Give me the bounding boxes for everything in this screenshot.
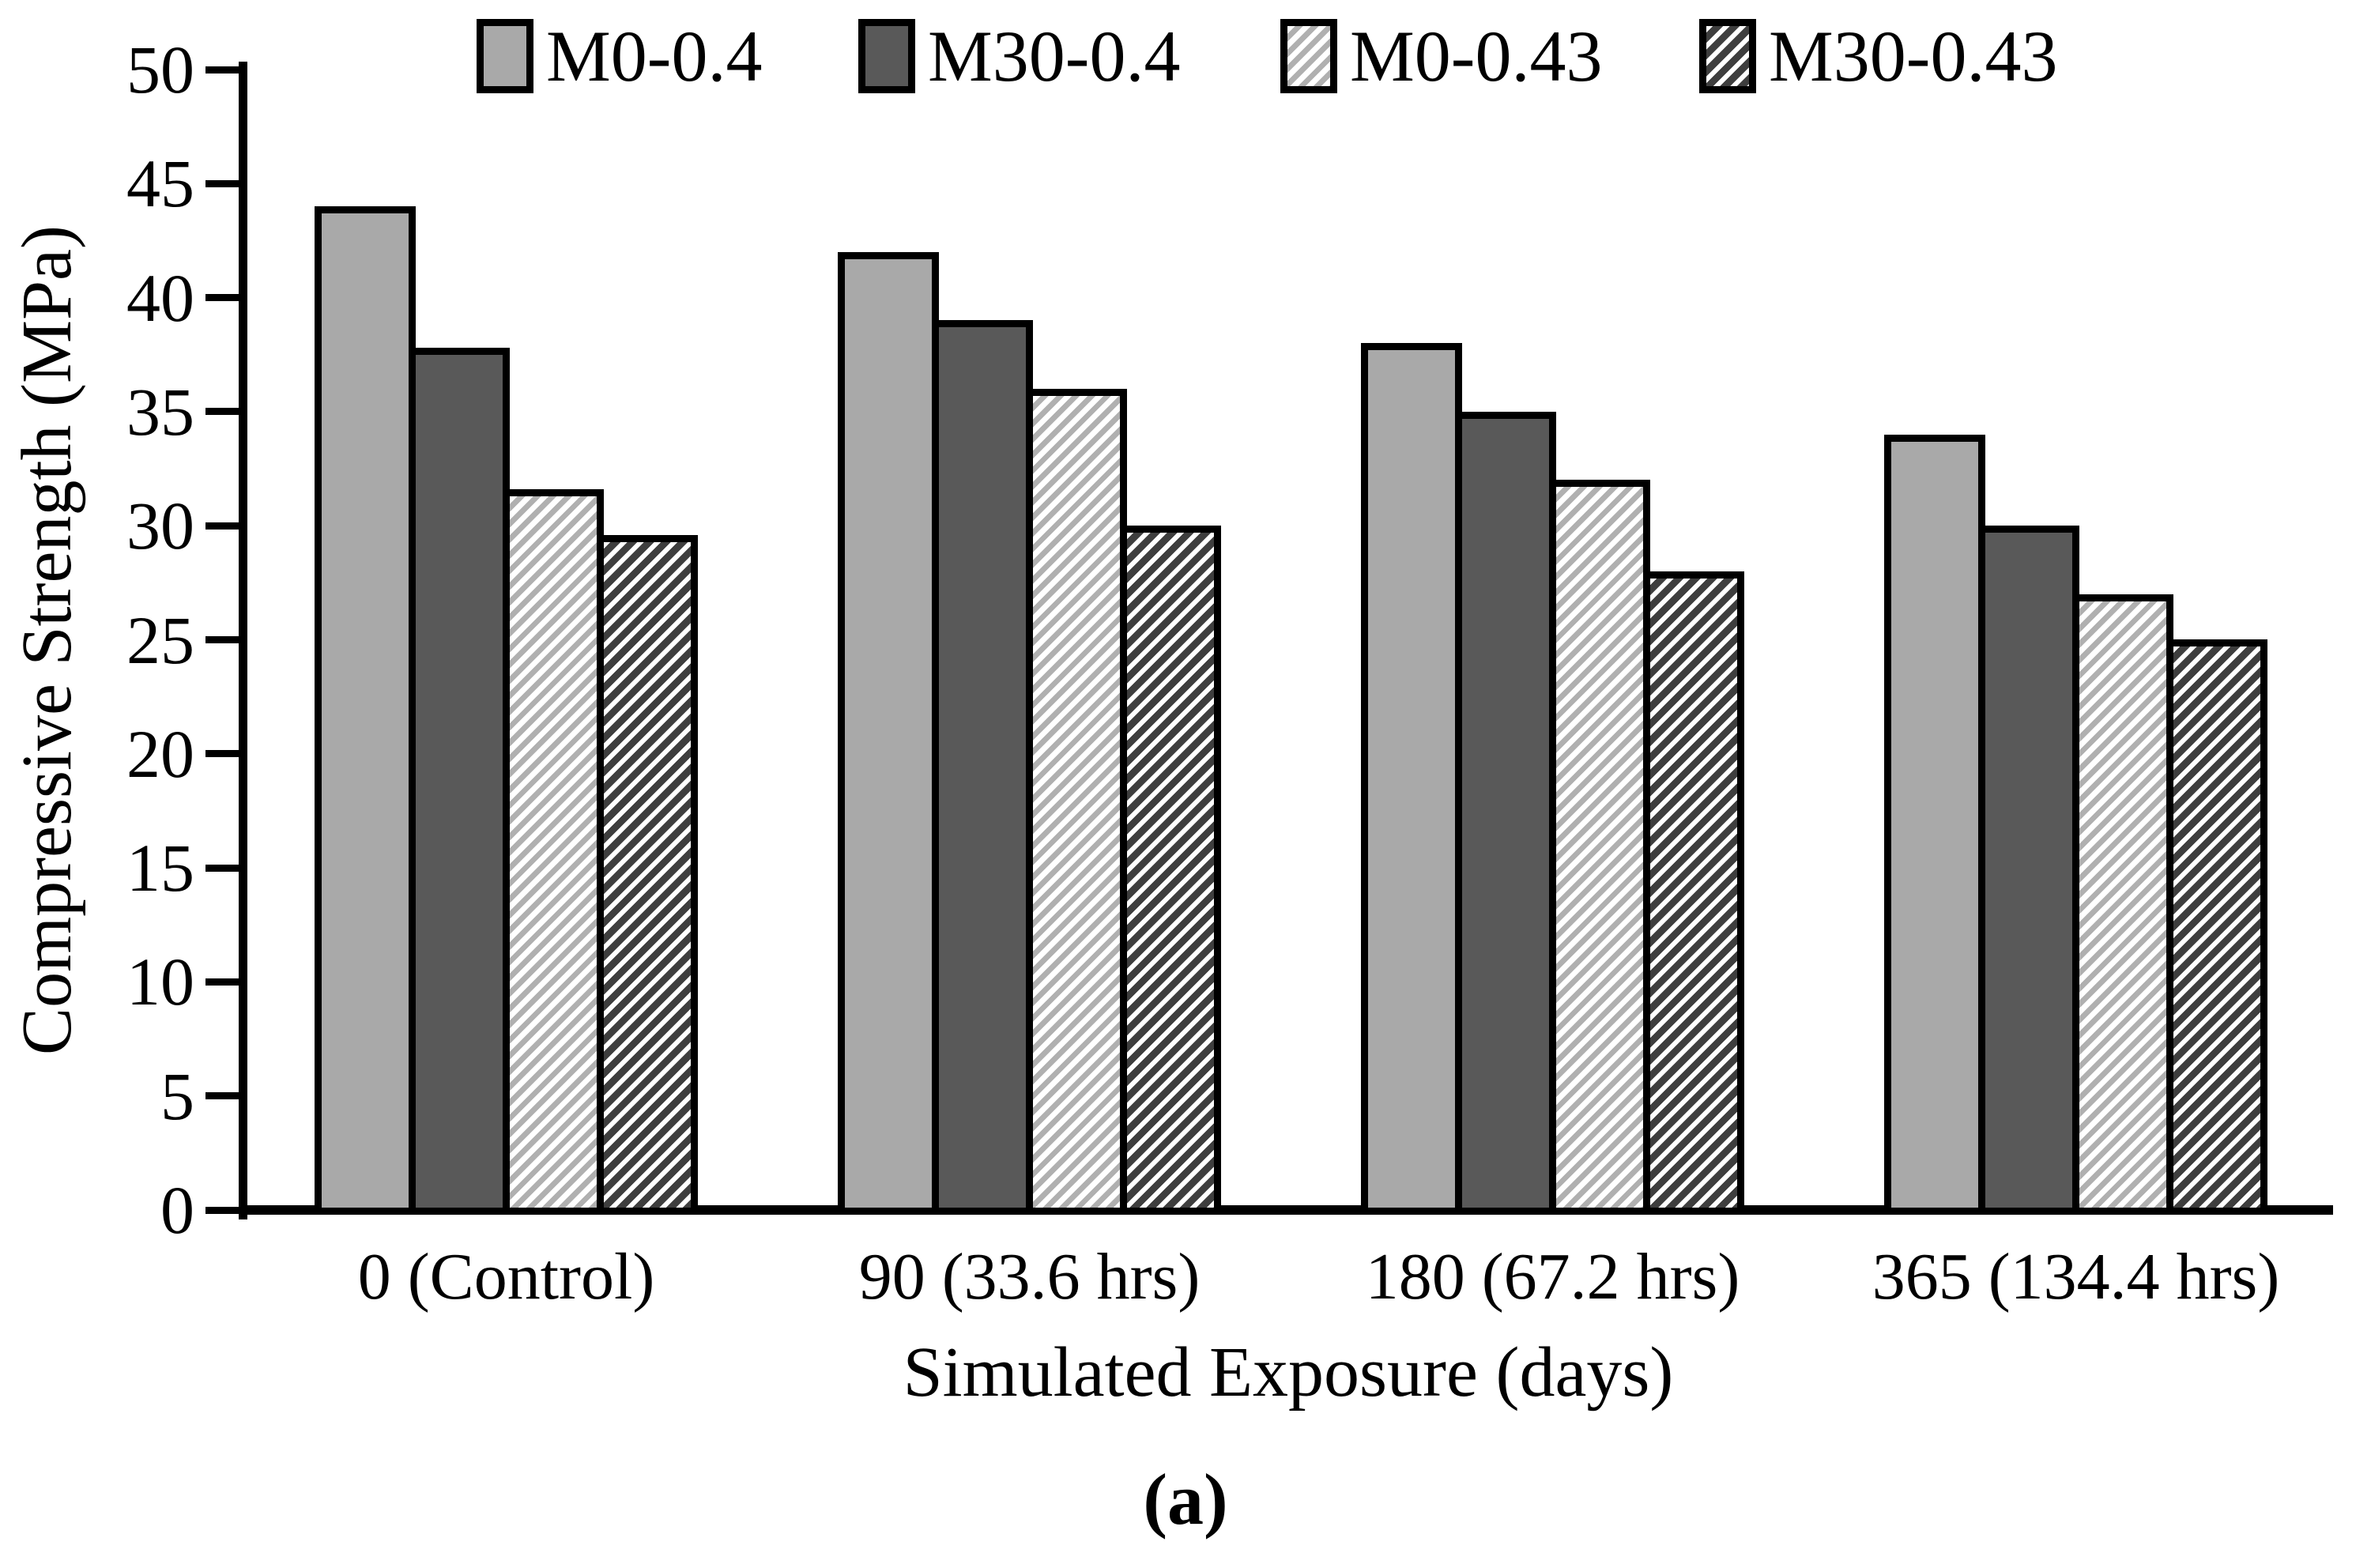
bar-M0-0.43-180 (67.2 hrs) xyxy=(1549,480,1650,1215)
y-axis-tick xyxy=(205,408,240,416)
bar-M30-0.43-180 (67.2 hrs) xyxy=(1643,571,1744,1215)
legend-swatch-icon xyxy=(477,19,533,93)
bar-M30-0.4-90 (33.6 hrs) xyxy=(932,320,1033,1215)
legend-label: M30-0.43 xyxy=(1769,16,2058,96)
y-axis-tick xyxy=(205,66,240,74)
bar-M30-0.43-0 (Control) xyxy=(597,535,698,1215)
y-tick-label: 5 xyxy=(160,1057,194,1134)
y-tick-label: 35 xyxy=(126,373,194,450)
y-tick-label: 20 xyxy=(126,715,194,792)
y-axis-tick xyxy=(205,750,240,758)
y-axis-tick xyxy=(205,1206,240,1214)
bar-M0-0.43-0 (Control) xyxy=(503,489,604,1215)
x-category-label: 180 (67.2 hrs) xyxy=(1365,1240,1740,1314)
y-axis-tick xyxy=(205,179,240,187)
y-axis-tick xyxy=(205,978,240,986)
legend-swatch-icon xyxy=(1699,19,1756,93)
y-axis-tick xyxy=(205,864,240,872)
bar-M0-0.4-365 (134.4 hrs) xyxy=(1884,435,1985,1215)
y-tick-label: 40 xyxy=(126,259,194,336)
bar-M30-0.43-90 (33.6 hrs) xyxy=(1120,526,1221,1215)
bar-M0-0.4-0 (Control) xyxy=(315,206,416,1215)
legend-swatch-icon xyxy=(1280,19,1337,93)
x-category-label: 0 (Control) xyxy=(357,1240,655,1314)
legend-item: M30-0.4 xyxy=(858,16,1181,96)
bar-M30-0.43-365 (134.4 hrs) xyxy=(2166,639,2267,1215)
legend-swatch-icon xyxy=(858,19,915,93)
x-category-label: 90 (33.6 hrs) xyxy=(858,1240,1201,1314)
y-tick-label: 50 xyxy=(126,32,194,107)
bar-M0-0.4-90 (33.6 hrs) xyxy=(838,252,939,1215)
legend-item: M0-0.43 xyxy=(1280,16,1603,96)
legend-label: M0-0.4 xyxy=(546,16,763,96)
y-axis-tick xyxy=(205,294,240,302)
legend-item: M0-0.4 xyxy=(477,16,763,96)
bar-M0-0.4-180 (67.2 hrs) xyxy=(1361,343,1462,1215)
y-axis-tick xyxy=(205,522,240,530)
y-axis-tick xyxy=(205,1092,240,1100)
bar-M30-0.4-365 (134.4 hrs) xyxy=(1978,526,2079,1215)
bar-M0-0.43-365 (134.4 hrs) xyxy=(2072,594,2173,1215)
y-axis-tick xyxy=(205,636,240,643)
legend-label: M0-0.43 xyxy=(1350,16,1603,96)
y-tick-label: 10 xyxy=(126,944,194,1020)
x-category-label: 365 (134.4 hrs) xyxy=(1872,1240,2280,1314)
legend-label: M30-0.4 xyxy=(928,16,1181,96)
figure-caption: (a) xyxy=(1143,1459,1228,1540)
legend-item: M30-0.43 xyxy=(1699,16,2058,96)
bar-M30-0.4-0 (Control) xyxy=(409,348,510,1215)
x-axis-title: Simulated Exposure (days) xyxy=(903,1333,1674,1412)
bar-M30-0.4-180 (67.2 hrs) xyxy=(1455,412,1556,1215)
x-axis-line xyxy=(239,1205,2333,1215)
y-tick-label: 45 xyxy=(126,145,194,222)
y-axis-line xyxy=(239,62,247,1219)
y-tick-label: 15 xyxy=(126,830,194,906)
y-tick-label: 30 xyxy=(126,488,194,564)
y-tick-label: 0 xyxy=(160,1172,194,1248)
bar-M0-0.43-90 (33.6 hrs) xyxy=(1026,389,1127,1215)
y-tick-label: 25 xyxy=(126,601,194,678)
